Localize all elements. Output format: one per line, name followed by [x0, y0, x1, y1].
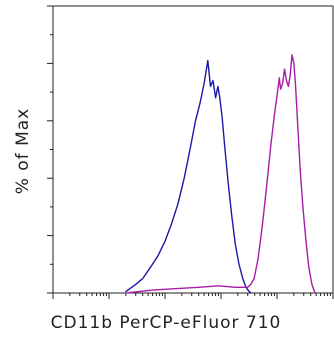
x-axis-label: CD11b PerCP-eFluor 710 [51, 313, 282, 333]
plot-frame [52, 5, 334, 294]
histogram-series-line-1 [125, 59, 252, 294]
y-axis-label: % of Max [13, 108, 33, 195]
axes-layer [47, 5, 334, 299]
histogram-series-line-2 [125, 54, 316, 294]
series-layer [125, 54, 316, 294]
